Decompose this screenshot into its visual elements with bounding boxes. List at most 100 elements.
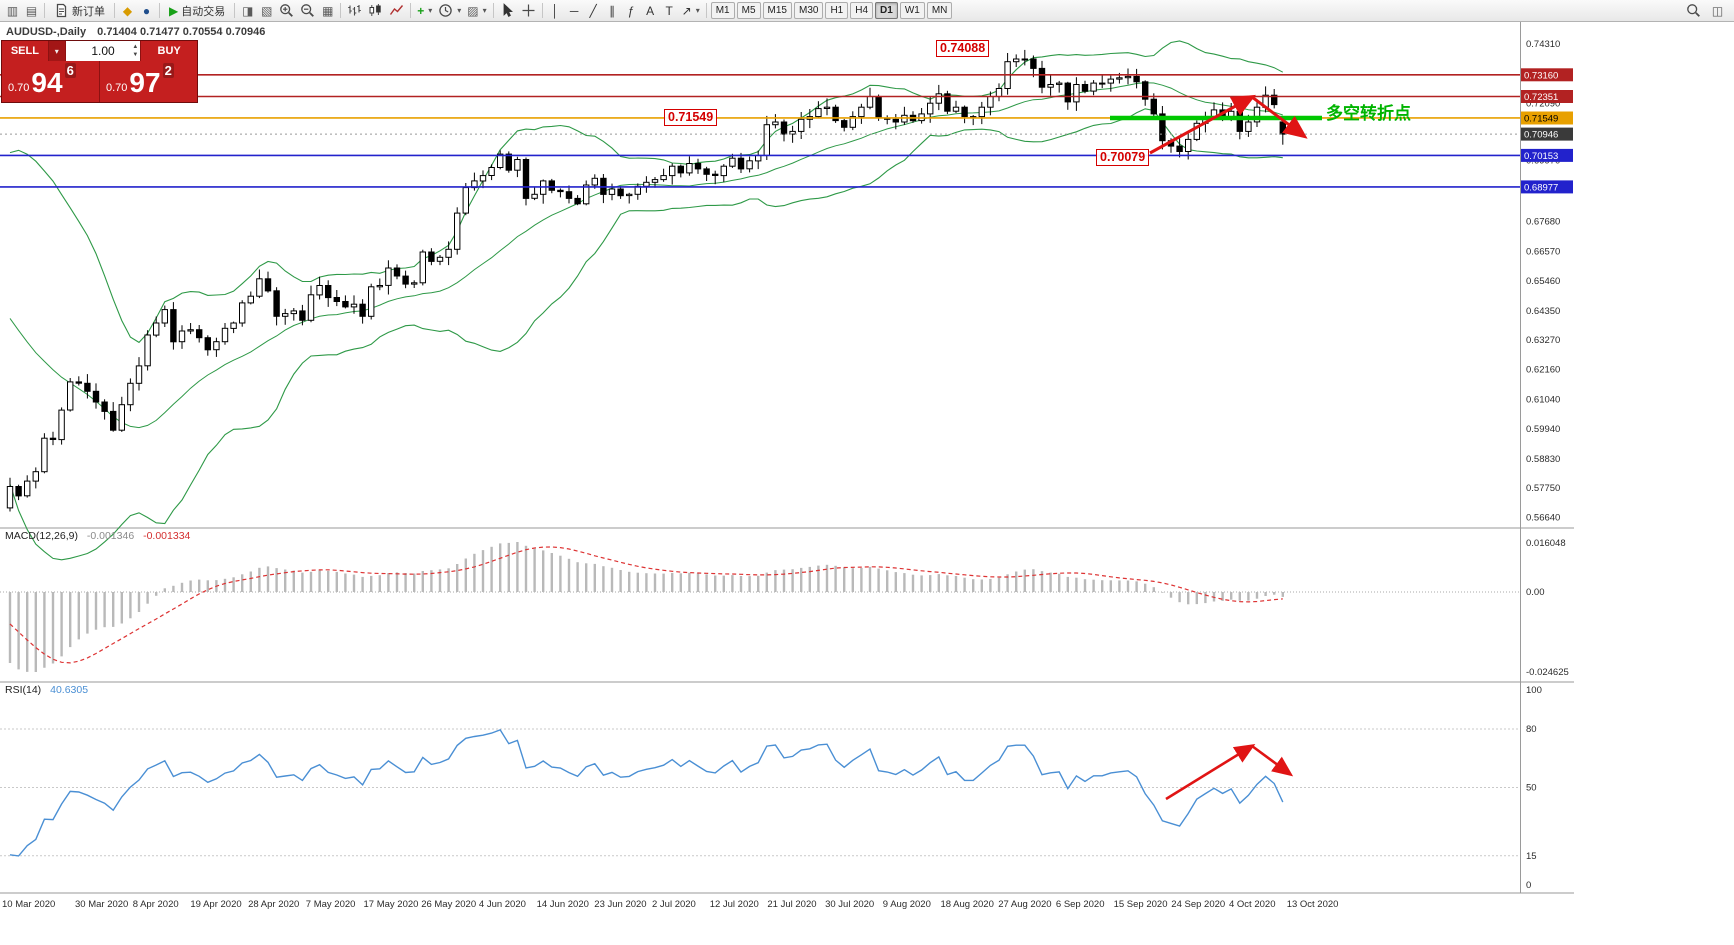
timeframe-m15[interactable]: M15 <box>762 2 792 19</box>
templates-icon: ▨ <box>467 3 479 18</box>
bollinger-upper-band <box>9 40 1284 344</box>
trendline-icon[interactable]: ╱ <box>584 1 603 20</box>
market-watch-icon: ● <box>142 3 151 18</box>
annotation-low-price[interactable]: 0.70079 <box>1096 149 1150 166</box>
macd-name: MACD(12,26,9) <box>5 530 78 542</box>
price-axis[interactable]: 0.743100.720900.699700.676800.665700.654… <box>1521 39 1573 524</box>
timeframe-m1[interactable]: M1 <box>710 2 735 19</box>
trend-arrow[interactable] <box>1149 94 1256 155</box>
date-label: 28 Apr 2020 <box>248 899 299 910</box>
candlesticks <box>6 49 1286 512</box>
timeframe-m5[interactable]: M5 <box>736 2 761 19</box>
price-tag-label: 0.70153 <box>1524 151 1558 162</box>
line-chart-icon[interactable] <box>386 1 407 20</box>
macd-panel: 0.016048 0.00 -0.024625 <box>0 538 1569 678</box>
date-label: 17 May 2020 <box>364 899 419 910</box>
price-tick-label: 0.64350 <box>1526 306 1560 317</box>
toolbar-separator <box>340 3 342 18</box>
search-icon[interactable] <box>1683 1 1704 20</box>
buy-price-display[interactable]: 0.70 97 2 <box>99 61 197 102</box>
zoom-out-icon[interactable] <box>297 1 318 20</box>
arrow-objects-icon[interactable]: ↗ ▾ <box>679 1 703 20</box>
bollinger-lower-band <box>9 108 1283 561</box>
text-icon[interactable]: A <box>641 1 660 20</box>
market-watch-icon[interactable]: ● <box>137 1 156 20</box>
date-label: 27 Aug 2020 <box>998 899 1051 910</box>
turning-point-label[interactable]: 多空转折点 <box>1326 104 1411 123</box>
price-tick-label: 0.62160 <box>1526 365 1560 376</box>
timeframe-w1[interactable]: W1 <box>899 2 925 19</box>
date-label: 23 Jun 2020 <box>594 899 646 910</box>
annotation-high-price[interactable]: 0.74088 <box>936 40 990 57</box>
bar-chart-icon[interactable] <box>344 1 365 20</box>
date-label: 18 Aug 2020 <box>941 899 994 910</box>
date-axis[interactable]: 10 Mar 2020 30 Mar 2020 8 Apr 2020 19 Apr 2… <box>2 899 1338 910</box>
timeframe-h4[interactable]: H4 <box>850 2 874 19</box>
volume-input[interactable]: 1.00 ▲ ▼ <box>65 41 142 61</box>
date-label: 12 Jul 2020 <box>710 899 759 910</box>
label-icon[interactable]: T <box>660 1 679 20</box>
vertical-line-icon[interactable]: │ <box>546 1 565 20</box>
dropdown-arrow-icon: ▾ <box>428 6 433 15</box>
annotation-arrows[interactable] <box>1149 94 1308 801</box>
date-label: 14 Jun 2020 <box>537 899 589 910</box>
buy-button[interactable]: BUY <box>141 41 197 61</box>
macd-signal-value: -0.001334 <box>143 530 191 542</box>
annotation-support-price[interactable]: 0.71549 <box>664 109 718 126</box>
new-order-button[interactable]: 新订单 <box>48 1 111 20</box>
date-label: 24 Sep 2020 <box>1171 899 1225 910</box>
dropdown-arrow-icon: ▾ <box>482 6 487 15</box>
navigator-icon: ▧ <box>261 3 273 18</box>
symbol-ohlc-values: 0.71404 0.71477 0.70554 0.70946 <box>97 26 266 38</box>
data-window-icon[interactable]: ◨ <box>238 1 257 20</box>
profiles-icon: ▤ <box>25 3 38 18</box>
volume-spinner[interactable]: ▲ ▼ <box>132 43 138 59</box>
horizontal-lines <box>0 74 1520 188</box>
date-label: 4 Jun 2020 <box>479 899 526 910</box>
period-clock-icon[interactable]: ▾ <box>435 1 464 20</box>
spin-up-icon[interactable]: ▲ <box>132 44 139 50</box>
sell-price-pip: 6 <box>64 63 76 78</box>
volume-dropdown-button[interactable]: ▾ <box>48 41 66 61</box>
profiles-icon[interactable]: ▤ <box>22 1 41 20</box>
timeframe-h1[interactable]: H1 <box>825 2 849 19</box>
toolbar-separator <box>234 3 236 18</box>
spin-down-icon[interactable]: ▼ <box>132 52 139 58</box>
navigator-icon[interactable]: ▧ <box>257 1 276 20</box>
channel-icon[interactable]: ∥ <box>603 1 622 20</box>
trend-arrow[interactable] <box>1251 95 1308 139</box>
price-tick-label: 0.63270 <box>1526 335 1560 346</box>
timeframe-d1[interactable]: D1 <box>875 2 898 19</box>
new-chart-icon[interactable]: ▥ <box>3 1 22 20</box>
rsi-axis-label: 0 <box>1526 880 1531 891</box>
cursor-icon[interactable] <box>497 1 518 20</box>
price-tick-label: 0.61040 <box>1526 395 1560 406</box>
auto-trading-button[interactable]: ▶ 自动交易 <box>163 1 231 20</box>
add-indicator-icon[interactable]: + ▾ <box>414 1 435 20</box>
crosshair-icon[interactable] <box>518 1 539 20</box>
horizontal-line-icon[interactable]: ─ <box>565 1 584 20</box>
zoom-in-icon[interactable] <box>276 1 297 20</box>
rsi-axis-label: 50 <box>1526 783 1537 794</box>
fibonacci-icon[interactable]: ƒ <box>622 1 641 20</box>
trend-arrow[interactable] <box>1251 744 1294 777</box>
metaeditor-icon: ◆ <box>122 3 133 18</box>
timeframe-m30[interactable]: M30 <box>793 2 824 19</box>
window-layout-icon[interactable]: ◫ <box>1708 1 1727 20</box>
sell-price-display[interactable]: 0.70 94 6 <box>2 61 99 102</box>
candlestick-chart-icon[interactable] <box>365 1 386 20</box>
sell-button[interactable]: SELL <box>2 41 49 61</box>
trend-arrow[interactable] <box>1165 743 1256 801</box>
macd-main-value: -0.001346 <box>86 530 135 542</box>
price-tick-label: 0.66570 <box>1526 246 1560 257</box>
macd-axis-zero: 0.00 <box>1526 587 1545 598</box>
price-tick-label: 0.65460 <box>1526 276 1560 287</box>
metaeditor-icon[interactable]: ◆ <box>118 1 137 20</box>
tile-windows-icon[interactable]: ▦ <box>318 1 337 20</box>
templates-icon[interactable]: ▨ ▾ <box>464 1 489 20</box>
rsi-axis-label: 15 <box>1526 851 1537 862</box>
sell-price-prefix: 0.70 <box>8 82 30 94</box>
price-tag-label: 0.71549 <box>1524 113 1558 124</box>
timeframe-mn[interactable]: MN <box>926 2 953 19</box>
